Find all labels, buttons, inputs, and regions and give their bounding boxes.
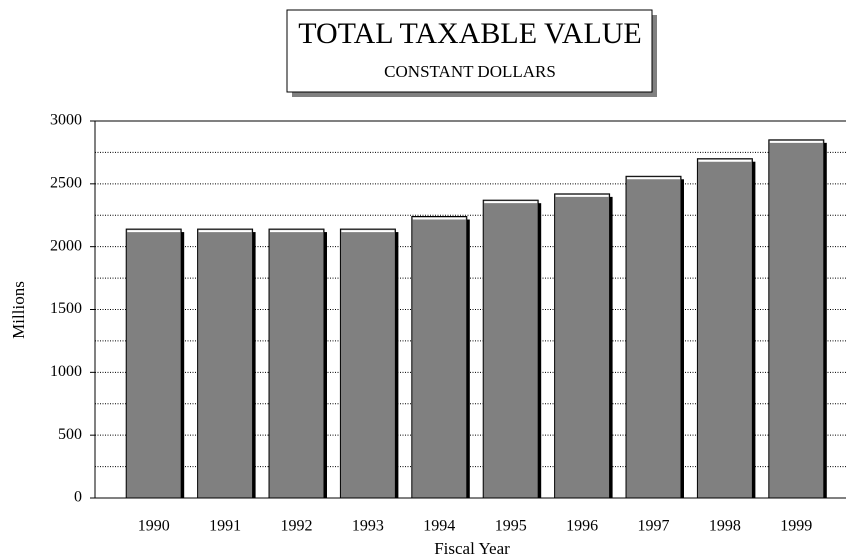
y-axis-label: Millions xyxy=(9,281,28,339)
bar xyxy=(125,228,182,499)
x-tick-label: 1994 xyxy=(423,518,455,535)
y-tick-label: 0 xyxy=(74,489,82,506)
y-tick-label: 2500 xyxy=(50,175,82,192)
bar xyxy=(554,193,611,499)
y-tick-label: 2000 xyxy=(50,237,82,254)
y-tick-label: 3000 xyxy=(50,112,82,129)
x-tick-label: 1993 xyxy=(352,518,384,535)
bar xyxy=(482,199,539,499)
bar xyxy=(197,228,254,499)
x-tick-label: 1998 xyxy=(709,518,741,535)
y-tick-label: 500 xyxy=(58,426,82,443)
x-tick-label: 1997 xyxy=(638,518,670,535)
bar xyxy=(696,158,753,499)
x-tick-label: 1991 xyxy=(209,518,241,535)
x-tick-label: 1990 xyxy=(138,518,170,535)
bar xyxy=(268,228,325,499)
bar xyxy=(411,216,468,499)
chart-title: TOTAL TAXABLE VALUE xyxy=(298,17,642,50)
x-axis-label: Fiscal Year xyxy=(434,539,510,558)
bar xyxy=(768,139,825,499)
x-tick-label: 1995 xyxy=(495,518,527,535)
x-tick-label: 1999 xyxy=(780,518,812,535)
bar xyxy=(625,175,682,499)
y-tick-label: 1500 xyxy=(50,300,82,317)
title-box xyxy=(286,9,653,93)
x-tick-label: 1992 xyxy=(281,518,313,535)
chart-subtitle: CONSTANT DOLLARS xyxy=(384,62,556,81)
bar xyxy=(339,228,396,499)
y-tick-label: 1000 xyxy=(50,363,82,380)
x-tick-label: 1996 xyxy=(566,518,598,535)
